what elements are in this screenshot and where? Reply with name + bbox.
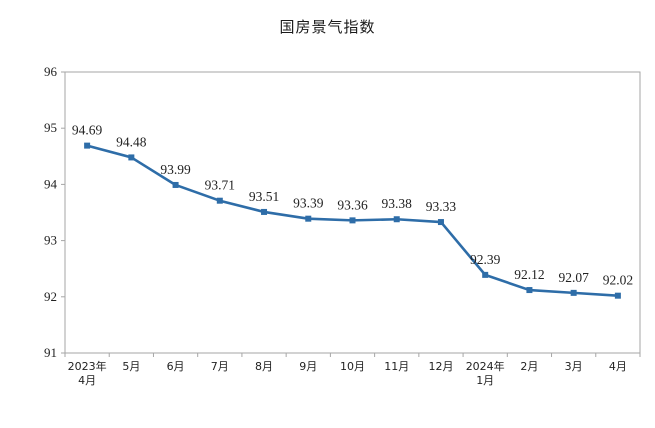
- x-tick-label: 12月: [428, 360, 453, 373]
- data-point: [216, 197, 223, 204]
- data-label: 92.12: [514, 267, 544, 282]
- x-tick-label: 2023年 4月: [68, 359, 107, 387]
- x-tick-label: 8月: [255, 360, 273, 373]
- x-tick-label: 4月: [609, 360, 627, 373]
- data-label: 92.07: [558, 270, 589, 285]
- data-label: 93.36: [337, 197, 368, 212]
- plot-frame: [64, 71, 641, 354]
- x-tick-label: 5月: [122, 360, 140, 373]
- x-tick-label: 2月: [520, 360, 538, 373]
- x-tick-label: 11月: [384, 360, 409, 373]
- data-label: 93.71: [205, 178, 235, 193]
- data-label: 93.33: [426, 199, 457, 214]
- data-label: 94.69: [72, 123, 103, 138]
- y-tick-label: 94: [44, 176, 58, 191]
- data-label: 92.39: [470, 252, 501, 267]
- y-tick-label: 91: [44, 345, 57, 360]
- data-point: [482, 271, 489, 278]
- x-tick-label: 3月: [565, 360, 583, 373]
- data-label: 93.38: [382, 196, 413, 211]
- x-tick-label: 10月: [340, 360, 365, 373]
- y-tick-label: 95: [44, 120, 57, 135]
- data-point: [128, 154, 135, 161]
- x-tick-label: 7月: [211, 360, 229, 373]
- data-point: [570, 289, 577, 296]
- data-label: 93.39: [293, 196, 324, 211]
- data-label: 93.99: [160, 162, 191, 177]
- y-tick-label: 96: [44, 64, 58, 79]
- data-point: [172, 181, 179, 188]
- data-point: [305, 215, 312, 222]
- data-label: 92.02: [603, 273, 633, 288]
- x-tick-label: 9月: [299, 360, 317, 373]
- x-tick-label: 2024年 1月: [466, 359, 505, 387]
- data-label: 93.51: [249, 189, 279, 204]
- y-tick-label: 93: [44, 233, 57, 248]
- y-tick-label: 92: [44, 289, 57, 304]
- data-point: [261, 208, 268, 215]
- chart-title: 国房景气指数: [279, 18, 376, 36]
- data-label: 94.48: [116, 134, 147, 149]
- data-point: [84, 142, 91, 149]
- x-tick-label: 6月: [167, 360, 185, 373]
- data-point: [349, 217, 356, 224]
- data-point: [614, 292, 621, 299]
- data-point: [437, 219, 444, 226]
- data-point: [526, 287, 533, 294]
- data-point: [393, 216, 400, 223]
